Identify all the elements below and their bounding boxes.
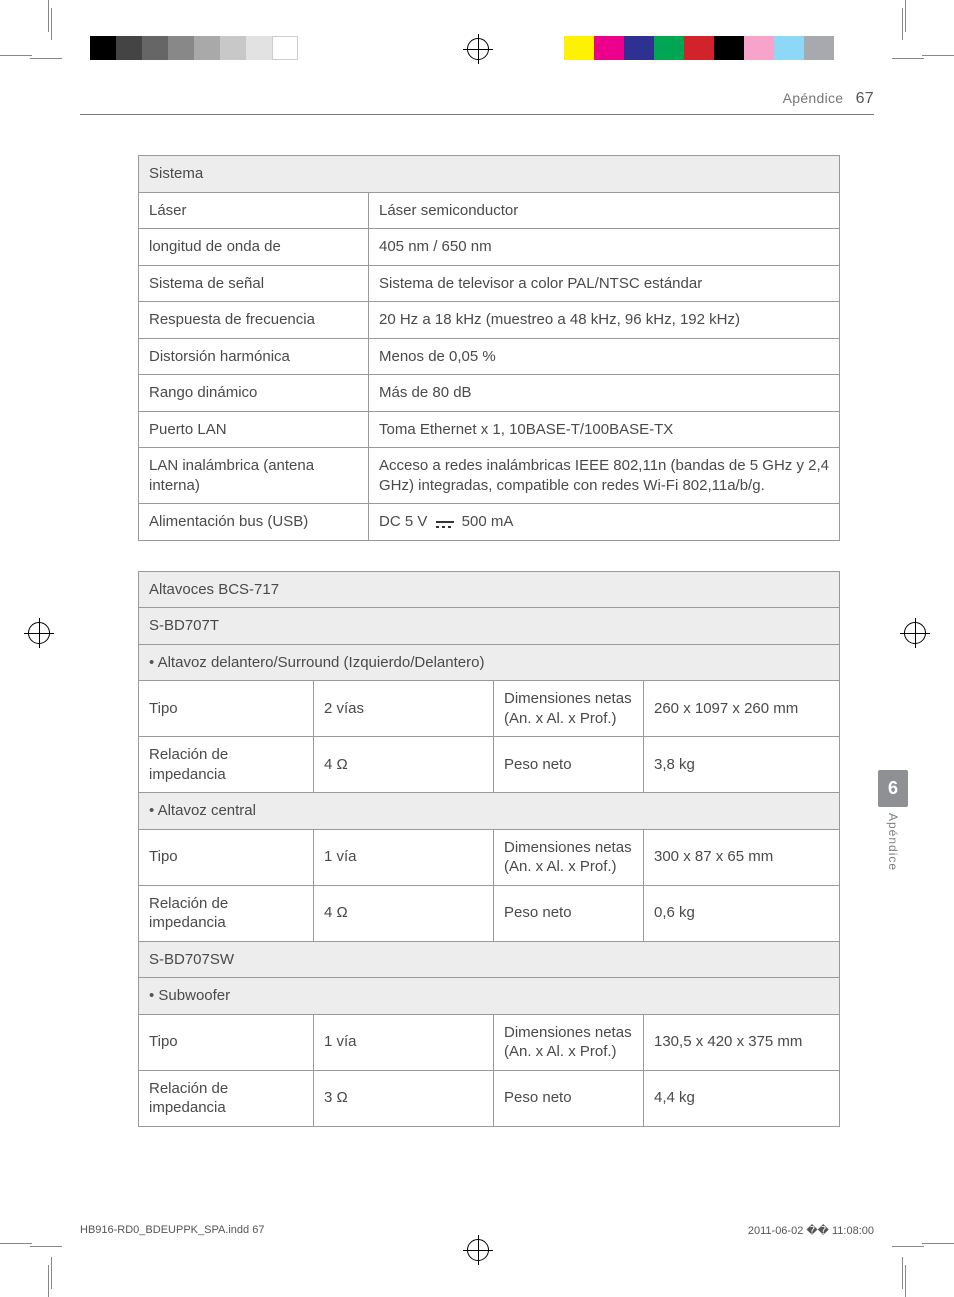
color-swatch [220,36,246,60]
table-row: longitud de onda de405 nm / 650 nm [139,229,840,266]
spec-label: Peso neto [494,885,644,941]
spec-value: 4 Ω [314,737,494,793]
table-row: Distorsión harmónicaMenos de 0,05 % [139,338,840,375]
slug-date: 2011-06-02 �� 11:08:00 [748,1224,874,1237]
spec-value: Más de 80 dB [369,375,840,412]
spec-label: Tipo [139,681,314,737]
spec-value: 1 vía [314,1014,494,1070]
color-swatch [684,36,714,60]
chapter-number: 6 [878,770,908,807]
color-swatch [168,36,194,60]
speakers-spec-table: Altavoces BCS-717S-BD707TAltavoz delante… [138,571,840,1127]
spec-value: 260 x 1097 x 260 mm [644,681,840,737]
spec-label: Alimentación bus (USB) [139,504,369,541]
spec-label: Tipo [139,1014,314,1070]
running-head: Apéndice 67 [80,90,874,115]
table-row: LáserLáser semiconductor [139,192,840,229]
registration-mark [28,622,50,644]
table-row: Relación de impedancia4 ΩPeso neto3,8 kg [139,737,840,793]
color-swatch [90,36,116,60]
system-spec-table: SistemaLáserLáser semiconductorlongitud … [138,155,840,541]
table-row: Respuesta de frecuencia20 Hz a 18 kHz (m… [139,302,840,339]
spec-value: Acceso a redes inalámbricas IEEE 802,11n… [369,448,840,504]
speaker-group-header: Altavoz central [139,793,840,830]
table-row: Tipo2 víasDimensiones netas (An. x Al. x… [139,681,840,737]
table-row: Relación de impedancia4 ΩPeso neto0,6 kg [139,885,840,941]
spec-label: Láser [139,192,369,229]
spec-label: Respuesta de frecuencia [139,302,369,339]
table-row: LAN inalámbrica (antena interna)Acceso a… [139,448,840,504]
table-row: Sistema de señalSistema de televisor a c… [139,265,840,302]
color-swatch [272,36,298,60]
dc-symbol-icon [436,521,454,523]
speaker-group-header: Altavoz delantero/Surround (Izquierdo/De… [139,644,840,681]
spec-value: 0,6 kg [644,885,840,941]
spec-label: Distorsión harmónica [139,338,369,375]
color-swatch [116,36,142,60]
table-row: Puerto LANToma Ethernet x 1, 10BASE-T/10… [139,411,840,448]
table-row: Tipo1 víaDimensiones netas (An. x Al. x … [139,1014,840,1070]
color-swatch [594,36,624,60]
color-swatch [624,36,654,60]
spec-value: Láser semiconductor [369,192,840,229]
spec-label: Relación de impedancia [139,737,314,793]
model-header: S-BD707SW [139,941,840,978]
spec-value: Toma Ethernet x 1, 10BASE-T/100BASE-TX [369,411,840,448]
table-row: Rango dinámicoMás de 80 dB [139,375,840,412]
spec-label: Dimensiones netas (An. x Al. x Prof.) [494,829,644,885]
spec-value: 130,5 x 420 x 375 mm [644,1014,840,1070]
table-row: Alimentación bus (USB)DC 5 V 500 mA [139,504,840,541]
section-name: Apéndice [783,90,844,106]
model-header: S-BD707T [139,608,840,645]
spec-label: Dimensiones netas (An. x Al. x Prof.) [494,681,644,737]
spec-label: Rango dinámico [139,375,369,412]
color-swatch [246,36,272,60]
spec-value: 3 Ω [314,1070,494,1126]
table-row: Tipo1 víaDimensiones netas (An. x Al. x … [139,829,840,885]
table-row: Relación de impedancia3 ΩPeso neto4,4 kg [139,1070,840,1126]
spec-value: 300 x 87 x 65 mm [644,829,840,885]
spec-value: Sistema de televisor a color PAL/NTSC es… [369,265,840,302]
spec-label: Dimensiones netas (An. x Al. x Prof.) [494,1014,644,1070]
slug-file: HB916-RD0_BDEUPPK_SPA.indd 67 [80,1224,264,1237]
spec-label: Puerto LAN [139,411,369,448]
spec-label: Peso neto [494,737,644,793]
spec-value: 4,4 kg [644,1070,840,1126]
spec-value: 1 vía [314,829,494,885]
imposition-slug: HB916-RD0_BDEUPPK_SPA.indd 67 2011-06-02… [80,1224,874,1237]
color-swatch [564,36,594,60]
colorbar-right [564,36,834,60]
spec-value: 3,8 kg [644,737,840,793]
spec-label: Sistema de señal [139,265,369,302]
chapter-label: Apéndice [886,813,900,871]
spec-label: Peso neto [494,1070,644,1126]
table-header: Altavoces BCS-717 [139,571,840,608]
registration-mark [904,622,926,644]
spec-value: 20 Hz a 18 kHz (muestreo a 48 kHz, 96 kH… [369,302,840,339]
spec-label: LAN inalámbrica (antena interna) [139,448,369,504]
chapter-tab: 6 Apéndice [878,770,908,871]
registration-mark [467,38,489,60]
spec-value: 405 nm / 650 nm [369,229,840,266]
spec-value: DC 5 V 500 mA [369,504,840,541]
color-swatch [744,36,774,60]
color-swatch [774,36,804,60]
colorbar-left [90,36,298,60]
color-swatch [654,36,684,60]
spec-value: 4 Ω [314,885,494,941]
spec-label: Relación de impedancia [139,885,314,941]
color-swatch [142,36,168,60]
spec-value: 2 vías [314,681,494,737]
registration-mark [467,1239,489,1261]
spec-label: longitud de onda de [139,229,369,266]
spec-value: Menos de 0,05 % [369,338,840,375]
speaker-group-header: Subwoofer [139,978,840,1015]
spec-label: Tipo [139,829,314,885]
spec-label: Relación de impedancia [139,1070,314,1126]
color-swatch [714,36,744,60]
table-header: Sistema [139,156,840,193]
page-number: 67 [856,90,874,107]
color-swatch [804,36,834,60]
color-swatch [194,36,220,60]
